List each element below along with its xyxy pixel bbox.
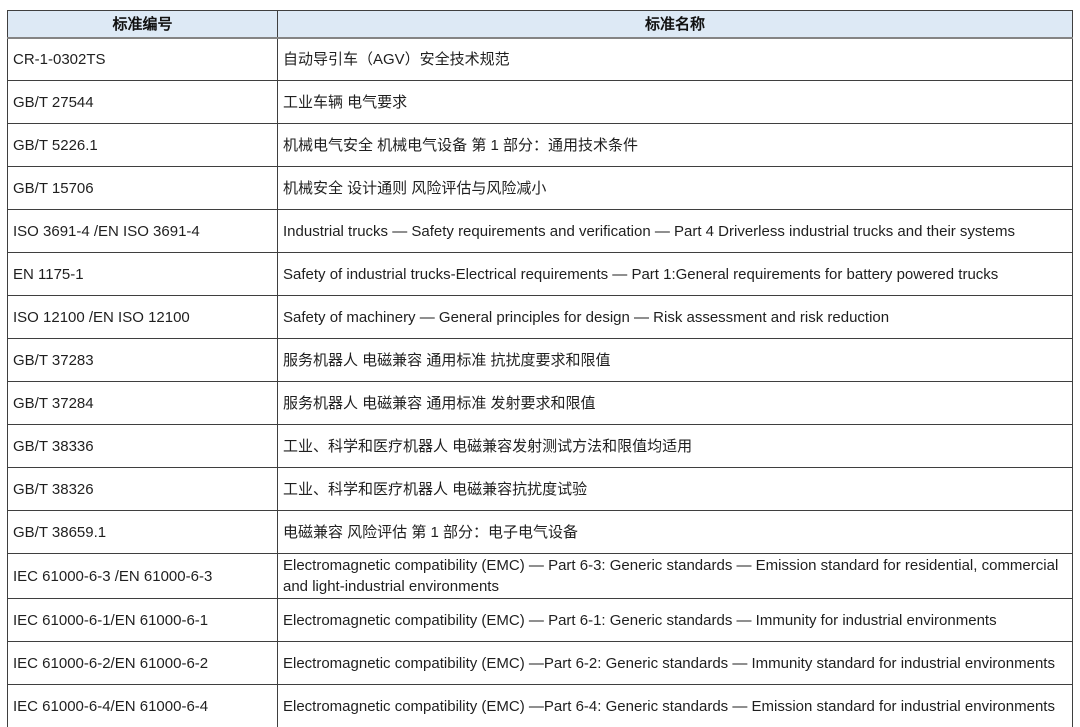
standard-code-cell: GB/T 37283 <box>7 338 278 382</box>
standard-name-cell: 服务机器人 电磁兼容 通用标准 抗扰度要求和限值 <box>277 338 1073 382</box>
standard-code-cell: GB/T 38659.1 <box>7 510 278 554</box>
table-row: GB/T 38336 工业、科学和医疗机器人 电磁兼容发射测试方法和限值均适用 <box>7 424 1073 468</box>
header-row: 标准编号 标准名称 <box>7 10 1073 39</box>
standard-name-cell: 电磁兼容 风险评估 第 1 部分：电子电气设备 <box>277 510 1073 554</box>
column-header-standard-code: 标准编号 <box>7 10 278 39</box>
standard-code-cell: ISO 12100 /EN ISO 12100 <box>7 295 278 339</box>
standard-code-cell: ISO 3691-4 /EN ISO 3691-4 <box>7 209 278 253</box>
standard-name-cell: Industrial trucks — Safety requirements … <box>277 209 1073 253</box>
standard-code-cell: EN 1175-1 <box>7 252 278 296</box>
standard-name-cell: Safety of industrial trucks-Electrical r… <box>277 252 1073 296</box>
table-row: GB/T 15706 机械安全 设计通则 风险评估与风险减小 <box>7 166 1073 210</box>
standard-name-cell: 服务机器人 电磁兼容 通用标准 发射要求和限值 <box>277 381 1073 425</box>
standard-code-cell: GB/T 15706 <box>7 166 278 210</box>
standard-code-cell: CR-1-0302TS <box>7 37 278 81</box>
column-header-standard-name: 标准名称 <box>277 10 1073 39</box>
table-row: GB/T 5226.1 机械电气安全 机械电气设备 第 1 部分：通用技术条件 <box>7 123 1073 167</box>
table-row: IEC 61000-6-2/EN 61000-6-2 Electromagnet… <box>7 641 1073 685</box>
table-row: CR-1-0302TS 自动导引车（AGV）安全技术规范 <box>7 37 1073 81</box>
standard-code-cell: GB/T 38336 <box>7 424 278 468</box>
table-row: IEC 61000-6-1/EN 61000-6-1 Electromagnet… <box>7 598 1073 642</box>
standards-table: 标准编号 标准名称 CR-1-0302TS 自动导引车（AGV）安全技术规范 G… <box>7 10 1073 727</box>
table-row: IEC 61000-6-4/EN 61000-6-4 Electromagnet… <box>7 684 1073 727</box>
standard-name-cell: Electromagnetic compatibility (EMC) — Pa… <box>277 598 1073 642</box>
standard-code-cell: GB/T 38326 <box>7 467 278 511</box>
standard-name-cell: Electromagnetic compatibility (EMC) —Par… <box>277 641 1073 685</box>
table-header: 标准编号 标准名称 <box>7 10 1073 39</box>
table-row: GB/T 37284 服务机器人 电磁兼容 通用标准 发射要求和限值 <box>7 381 1073 425</box>
standard-name-cell: 工业车辆 电气要求 <box>277 80 1073 124</box>
standard-name-cell: 机械电气安全 机械电气设备 第 1 部分：通用技术条件 <box>277 123 1073 167</box>
standard-name-cell: Electromagnetic compatibility (EMC) — Pa… <box>277 553 1073 599</box>
standard-code-cell: IEC 61000-6-4/EN 61000-6-4 <box>7 684 278 727</box>
standard-code-cell: IEC 61000-6-1/EN 61000-6-1 <box>7 598 278 642</box>
standard-name-cell: 机械安全 设计通则 风险评估与风险减小 <box>277 166 1073 210</box>
standard-code-cell: GB/T 27544 <box>7 80 278 124</box>
standard-code-cell: GB/T 37284 <box>7 381 278 425</box>
standard-name-cell: 工业、科学和医疗机器人 电磁兼容抗扰度试验 <box>277 467 1073 511</box>
table-body: CR-1-0302TS 自动导引车（AGV）安全技术规范 GB/T 27544 … <box>7 37 1073 727</box>
standard-name-cell: Safety of machinery — General principles… <box>277 295 1073 339</box>
table-row: GB/T 38326 工业、科学和医疗机器人 电磁兼容抗扰度试验 <box>7 467 1073 511</box>
table-row: GB/T 37283 服务机器人 电磁兼容 通用标准 抗扰度要求和限值 <box>7 338 1073 382</box>
table-row: GB/T 38659.1 电磁兼容 风险评估 第 1 部分：电子电气设备 <box>7 510 1073 554</box>
standard-name-cell: 自动导引车（AGV）安全技术规范 <box>277 37 1073 81</box>
table-row: ISO 3691-4 /EN ISO 3691-4 Industrial tru… <box>7 209 1073 253</box>
standard-code-cell: IEC 61000-6-2/EN 61000-6-2 <box>7 641 278 685</box>
standard-name-cell: Electromagnetic compatibility (EMC) —Par… <box>277 684 1073 727</box>
standard-code-cell: GB/T 5226.1 <box>7 123 278 167</box>
table-row: ISO 12100 /EN ISO 12100 Safety of machin… <box>7 295 1073 339</box>
standard-code-cell: IEC 61000-6-3 /EN 61000-6-3 <box>7 553 278 599</box>
table-row: GB/T 27544 工业车辆 电气要求 <box>7 80 1073 124</box>
standard-name-cell: 工业、科学和医疗机器人 电磁兼容发射测试方法和限值均适用 <box>277 424 1073 468</box>
table-row: IEC 61000-6-3 /EN 61000-6-3 Electromagne… <box>7 553 1073 599</box>
table-row: EN 1175-1 Safety of industrial trucks-El… <box>7 252 1073 296</box>
